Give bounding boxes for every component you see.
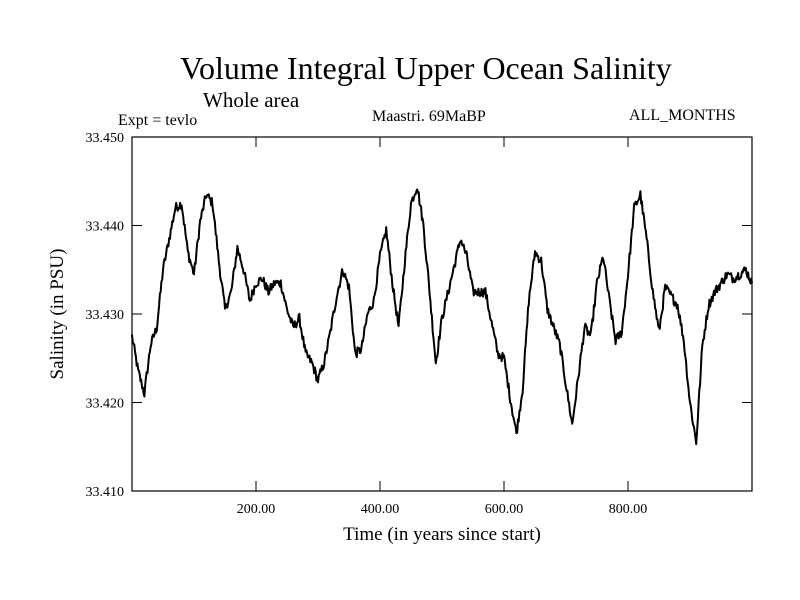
y-axis: 33.410 33.420 33.430 33.440 33.450	[86, 131, 752, 500]
plot-frame	[131, 136, 753, 492]
chart-subtitle: Whole area	[203, 88, 300, 112]
y-tick-label: 33.450	[86, 131, 125, 146]
period-label: Maastri. 69MaBP	[372, 108, 486, 125]
y-tick-label: 33.410	[86, 485, 125, 500]
x-tick-label: 200.00	[237, 502, 276, 517]
y-tick-label: 33.420	[86, 397, 125, 412]
chart-title: Volume Integral Upper Ocean Salinity	[180, 50, 672, 86]
y-tick-label: 33.430	[86, 308, 125, 323]
x-axis-label: Time (in years since start)	[343, 524, 541, 545]
x-tick-label: 400.00	[361, 502, 400, 517]
x-tick-label: 600.00	[485, 502, 524, 517]
y-axis-label: Salinity (in PSU)	[47, 249, 68, 380]
x-tick-label: 800.00	[609, 502, 648, 517]
months-label: ALL_MONTHS	[629, 107, 736, 124]
experiment-label: Expt = tevlo	[118, 112, 198, 129]
x-axis: 200.00 400.00 600.00 800.00	[237, 137, 648, 517]
series-line-salinity	[131, 188, 753, 446]
y-tick-label: 33.440	[86, 220, 125, 235]
